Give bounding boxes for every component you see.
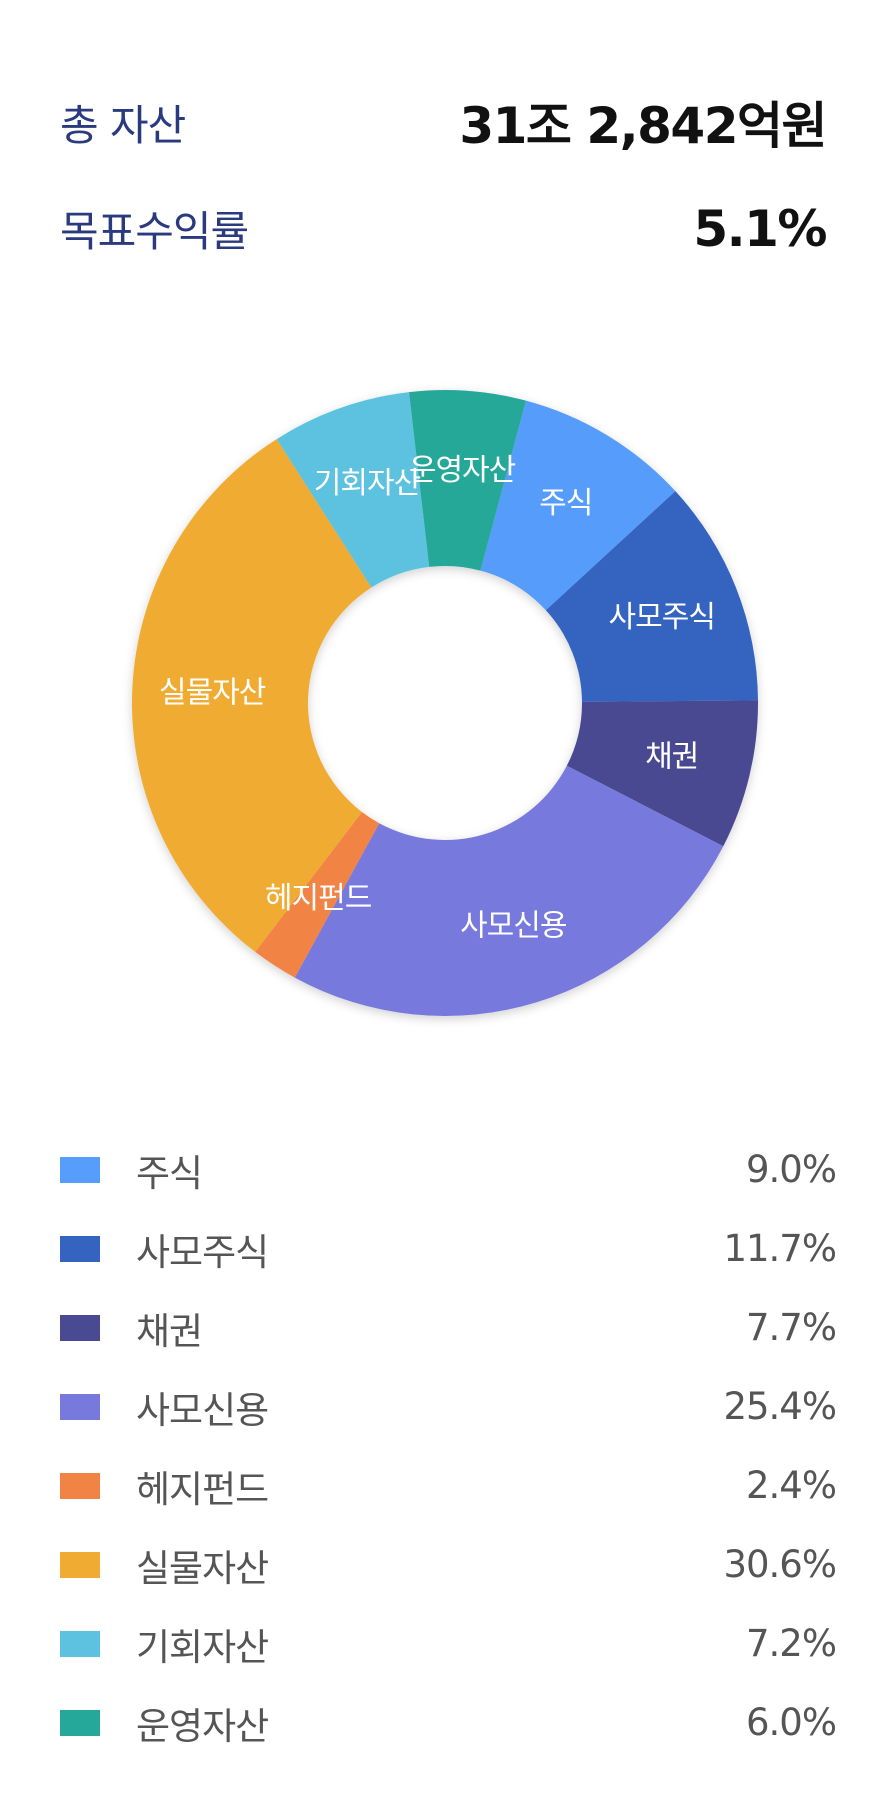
legend-swatch xyxy=(60,1393,100,1420)
legend-value: 6.0% xyxy=(746,1701,837,1744)
slice-label: 사모주식 xyxy=(609,600,715,635)
legend-item: 사모신용 25.4% xyxy=(60,1367,837,1446)
legend-value: 11.7% xyxy=(723,1227,837,1270)
legend-label: 실물자산 xyxy=(136,1546,269,1590)
slice-label: 헤지펀드 xyxy=(265,881,372,916)
total-assets-row: 총 자산 31조 2,842억원 xyxy=(60,86,827,158)
legend-swatch xyxy=(60,1551,100,1578)
legend-label: 사모주식 xyxy=(136,1230,269,1274)
legend-label: 채권 xyxy=(136,1309,203,1353)
donut-slice xyxy=(131,439,372,952)
legend-value: 9.0% xyxy=(746,1148,837,1191)
donut-slice xyxy=(255,811,380,978)
donut-slice xyxy=(480,400,676,611)
legend-item: 운영자산 6.0% xyxy=(60,1683,837,1762)
legend-item: 사모주식 11.7% xyxy=(60,1209,837,1288)
donut-slice xyxy=(294,765,724,1017)
donut-slice xyxy=(566,700,758,847)
target-return-label: 목표수익률 xyxy=(60,207,249,256)
legend-swatch xyxy=(60,1630,100,1657)
legend-label: 사모신용 xyxy=(136,1388,269,1432)
slice-label: 주식 xyxy=(539,486,592,521)
legend-label: 운영자산 xyxy=(136,1704,269,1748)
slice-label: 기회자산 xyxy=(314,466,421,501)
donut-slice xyxy=(409,390,527,571)
legend-value: 2.4% xyxy=(746,1464,837,1507)
legend-swatch xyxy=(60,1472,100,1499)
target-return-value: 5.1% xyxy=(693,199,827,258)
legend-item: 채권 7.7% xyxy=(60,1288,837,1367)
target-return-row: 목표수익률 5.1% xyxy=(60,198,827,259)
chart-legend: 주식 9.0% 사모주식 11.7% 채권 7.7% 사모신용 25.4% 헤지펀드 2.4% 실물… xyxy=(60,1130,837,1762)
legend-item: 기회자산 7.2% xyxy=(60,1604,837,1683)
slice-label: 사모신용 xyxy=(460,908,566,943)
legend-item: 주식 9.0% xyxy=(60,1130,837,1209)
slice-label: 운영자산 xyxy=(409,453,516,488)
legend-swatch xyxy=(60,1314,100,1341)
legend-label: 헤지펀드 xyxy=(136,1467,269,1511)
legend-value: 7.2% xyxy=(746,1622,837,1665)
donut-slice xyxy=(545,491,758,702)
legend-swatch xyxy=(60,1235,100,1262)
legend-swatch xyxy=(60,1156,100,1183)
total-assets-label: 총 자산 xyxy=(60,100,186,150)
slice-label: 실물자산 xyxy=(159,676,266,711)
legend-value: 25.4% xyxy=(723,1385,837,1428)
slice-label: 채권 xyxy=(645,739,698,774)
legend-item: 헤지펀드 2.4% xyxy=(60,1446,837,1525)
total-assets-value: 31조 2,842억원 xyxy=(459,97,827,155)
legend-item: 실물자산 30.6% xyxy=(60,1525,837,1604)
donut-slice xyxy=(276,392,430,588)
legend-value: 7.7% xyxy=(746,1306,837,1349)
legend-swatch xyxy=(60,1709,100,1736)
legend-label: 기회자산 xyxy=(136,1625,269,1669)
legend-value: 30.6% xyxy=(723,1543,837,1586)
legend-label: 주식 xyxy=(136,1151,203,1195)
